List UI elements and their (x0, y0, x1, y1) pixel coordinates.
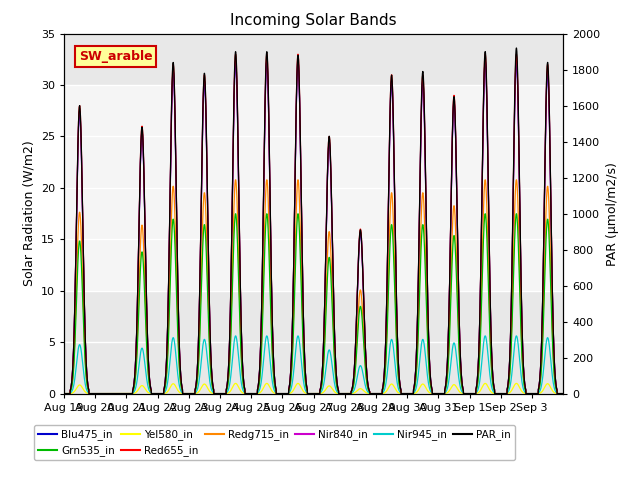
Bar (64, 85, 563, 291)
Title: Incoming Solar Bands: Incoming Solar Bands (230, 13, 397, 28)
Y-axis label: PAR (μmol/m2/s): PAR (μmol/m2/s) (606, 162, 619, 265)
Legend: Blu475_in, Grn535_in, Yel580_in, Red655_in, Redg715_in, Nir840_in, Nir945_in, PA: Blu475_in, Grn535_in, Yel580_in, Red655_… (35, 425, 515, 460)
Text: SW_arable: SW_arable (79, 50, 152, 63)
Y-axis label: Solar Radiation (W/m2): Solar Radiation (W/m2) (22, 141, 35, 287)
